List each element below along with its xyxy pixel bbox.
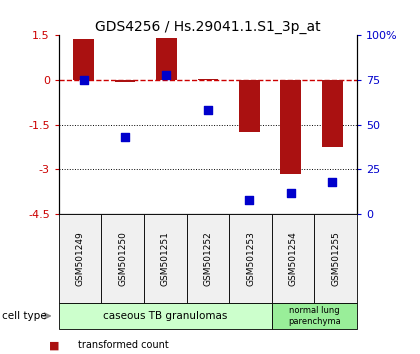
Bar (239, 80, 260, 132)
Bar (115, 80, 135, 81)
Text: GSM501255: GSM501255 (331, 231, 340, 286)
Text: GSM501252: GSM501252 (203, 231, 213, 286)
Text: GSM501251: GSM501251 (161, 231, 170, 286)
Point (163, 72, 170, 78)
Text: transformed count: transformed count (78, 340, 168, 350)
Text: caseous TB granulomas: caseous TB granulomas (103, 311, 228, 321)
Text: GSM501253: GSM501253 (246, 231, 255, 286)
Bar (197, 79, 218, 80)
Text: ■: ■ (50, 340, 60, 350)
Point (122, 135, 129, 140)
Text: GSM501249: GSM501249 (76, 231, 84, 286)
Title: GDS4256 / Hs.29041.1.S1_3p_at: GDS4256 / Hs.29041.1.S1_3p_at (95, 21, 321, 34)
Point (329, 179, 336, 185)
Text: normal lung
parenchyma: normal lung parenchyma (288, 306, 341, 326)
Text: cell type: cell type (2, 311, 47, 321)
Point (80, 77, 87, 83)
Bar (322, 80, 342, 147)
Text: GSM501254: GSM501254 (289, 231, 298, 286)
Point (287, 190, 294, 195)
Point (246, 197, 253, 203)
Bar (281, 80, 301, 174)
Bar (156, 38, 177, 80)
Point (205, 108, 211, 113)
Text: GSM501250: GSM501250 (118, 231, 127, 286)
Bar (74, 39, 94, 80)
